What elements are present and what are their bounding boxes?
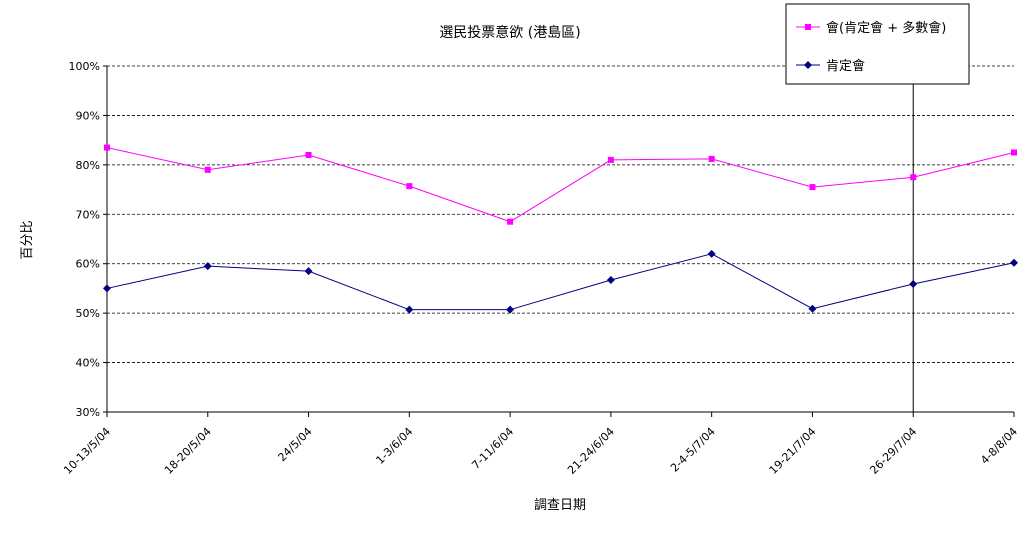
x-tick-label: 21-24/6/04 xyxy=(565,425,617,477)
axes xyxy=(106,66,1015,417)
y-axis-title: 百分比 xyxy=(20,220,35,259)
series-line xyxy=(106,253,1015,311)
data-point xyxy=(305,151,312,158)
series-line xyxy=(106,147,1015,223)
x-tick-label: 18-20/5/04 xyxy=(162,425,214,477)
data-point xyxy=(707,249,716,258)
x-tick-label: 19-21/7/04 xyxy=(767,425,819,477)
data-point xyxy=(507,218,514,225)
data-point xyxy=(1011,149,1017,156)
legend: 會(肯定會 + 多數會) 肯定會 xyxy=(785,3,970,85)
x-tick-label: 10-13/5/04 xyxy=(61,425,113,477)
x-tick-label: 2-4-5/7/04 xyxy=(668,425,718,475)
y-tick-label: 100% xyxy=(69,60,100,73)
data-point xyxy=(405,305,414,314)
x-tick-label: 1-3/6/04 xyxy=(373,425,415,467)
y-tick-label: 70% xyxy=(76,208,100,221)
data-point xyxy=(607,156,614,163)
data-point xyxy=(104,144,110,151)
x-tick-labels: 10-13/5/04 18-20/5/04 24/5/04 1-3/6/04 7-11/… xyxy=(61,425,1020,477)
series-layer xyxy=(103,144,1018,314)
data-point xyxy=(708,155,715,162)
y-tick-label: 50% xyxy=(76,307,100,320)
legend-marker-series-2 xyxy=(804,61,812,69)
data-point xyxy=(204,166,211,173)
data-point xyxy=(103,284,111,293)
y-tick-label: 90% xyxy=(76,109,100,122)
data-point xyxy=(909,279,918,288)
y-tick-labels: 30% 40% 50% 60% 70% 80% 90% 100% xyxy=(69,60,100,419)
x-tick-label: 4-8/8/04 xyxy=(978,425,1020,467)
x-tick-label: 26-29/7/04 xyxy=(867,425,919,477)
data-point xyxy=(506,305,515,314)
data-point xyxy=(203,262,212,271)
y-tick-label: 80% xyxy=(76,159,100,172)
data-point xyxy=(808,304,817,313)
series-2 xyxy=(103,249,1018,314)
data-point xyxy=(809,184,816,191)
data-point xyxy=(910,174,917,181)
gridlines xyxy=(103,65,1014,413)
legend-marker-series-1 xyxy=(805,24,811,30)
legend-label-series-1: 會(肯定會 + 多數會) xyxy=(826,20,946,36)
data-point xyxy=(1010,258,1018,267)
legend-box xyxy=(785,3,970,85)
legend-label-series-2: 肯定會 xyxy=(826,59,865,74)
y-tick-label: 60% xyxy=(76,258,100,271)
chart-title: 選民投票意欲 (港島區) xyxy=(439,24,580,41)
y-tick-label: 40% xyxy=(76,357,100,370)
x-tick-label: 24/5/04 xyxy=(275,425,314,464)
x-axis-title: 調查日期 xyxy=(534,498,586,513)
y-tick-label: 30% xyxy=(76,406,100,419)
series-1 xyxy=(104,144,1017,225)
data-point xyxy=(406,183,413,190)
x-tick-label: 7-11/6/04 xyxy=(469,425,516,472)
data-point xyxy=(606,276,615,285)
data-point xyxy=(304,267,313,276)
